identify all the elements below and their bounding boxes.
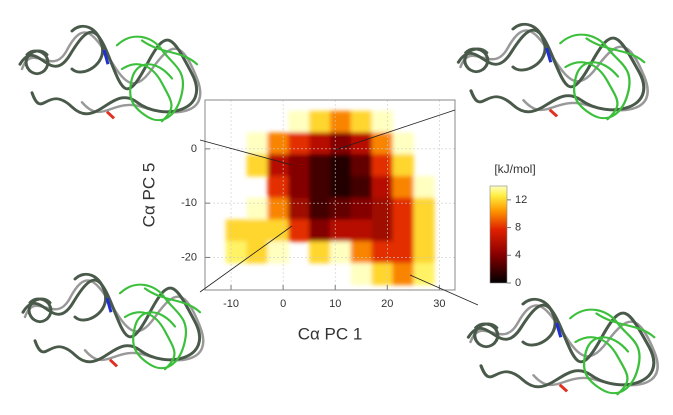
heat-cell	[371, 241, 393, 264]
plot-frame	[204, 99, 456, 291]
heat-cell	[246, 132, 268, 155]
heat-cell	[392, 197, 414, 220]
connectors	[199, 109, 479, 306]
heat-cell	[371, 176, 393, 199]
heat-cell	[413, 197, 435, 220]
heat-cell	[330, 219, 352, 242]
y-tick-label: -20	[181, 251, 197, 263]
heat-cell	[309, 110, 331, 134]
heat-cell	[330, 176, 352, 199]
heat-cell	[413, 176, 435, 199]
colorbar-tick-label: 8	[515, 221, 521, 233]
heat-cell	[413, 219, 435, 242]
x-tick-label: 0	[280, 298, 286, 310]
heat-cell	[392, 132, 414, 155]
heat-cell	[371, 219, 393, 242]
heat-cell	[392, 154, 414, 177]
y-tick-label: -10	[181, 197, 197, 209]
heat-cell	[350, 154, 373, 177]
heat-cell	[267, 176, 289, 199]
heat-cell	[330, 132, 352, 155]
heat-cell	[350, 219, 373, 242]
heat-cell	[267, 241, 289, 264]
heat-cell	[350, 262, 373, 286]
colorbar-tick-label: 12	[515, 194, 527, 206]
heat-cell	[413, 262, 435, 286]
heat-cell	[309, 219, 331, 242]
heat-cell	[371, 197, 393, 220]
x-axis-label: Cα PC 1	[298, 324, 363, 343]
colorbar-label: [kJ/mol]	[494, 162, 535, 176]
axes: -10 0 10 20 30 -20 -10 0	[181, 100, 455, 310]
heat-cell	[267, 132, 289, 155]
heat-cell	[371, 262, 393, 286]
heat-cell	[330, 110, 352, 134]
heat-cell	[267, 219, 289, 242]
heat-cell	[309, 132, 331, 155]
x-tick-label: 10	[329, 298, 341, 310]
heat-cell	[309, 176, 331, 199]
heat-cell	[288, 219, 310, 242]
heat-cell	[392, 176, 414, 199]
heat-cell	[246, 241, 268, 264]
heat-cell	[330, 241, 352, 264]
heat-cell	[267, 154, 289, 177]
heat-cell	[350, 197, 373, 220]
heat-cell	[309, 241, 331, 264]
heat-cell	[246, 154, 268, 177]
heat-cell	[330, 197, 352, 220]
heat-cell	[413, 241, 435, 264]
heat-cell	[330, 154, 352, 177]
y-tick-label: 0	[191, 143, 197, 155]
heat-cell	[288, 176, 310, 199]
heat-cell	[350, 241, 373, 264]
heat-cell	[392, 241, 414, 264]
heat-cell	[350, 176, 373, 199]
heat-cell	[309, 197, 331, 220]
heat-cell	[246, 197, 268, 220]
colorbar-tick-label: 4	[515, 249, 521, 261]
y-axis-label: Cα PC 5	[139, 163, 158, 228]
heat-cell	[267, 197, 289, 220]
x-tick-label: 20	[381, 298, 393, 310]
heat-cell	[309, 154, 331, 177]
heat-cell	[371, 132, 393, 155]
colorbar	[489, 185, 508, 284]
heat-cell	[288, 110, 310, 134]
heat-cell	[288, 154, 310, 177]
heat-cell	[246, 219, 268, 242]
heatmap	[225, 110, 435, 286]
heat-cell	[288, 132, 310, 155]
colorbar-tick-label: 0	[515, 277, 521, 289]
heat-cell	[350, 110, 373, 134]
heat-cell	[225, 219, 248, 242]
heat-cell	[371, 110, 393, 134]
x-tick-label: 30	[433, 298, 445, 310]
heat-cell	[392, 262, 414, 286]
heat-cell	[288, 197, 310, 220]
heat-cell	[392, 219, 414, 242]
x-tick-label: -10	[223, 298, 239, 310]
heat-cell	[350, 132, 373, 155]
heat-cell	[371, 154, 393, 177]
